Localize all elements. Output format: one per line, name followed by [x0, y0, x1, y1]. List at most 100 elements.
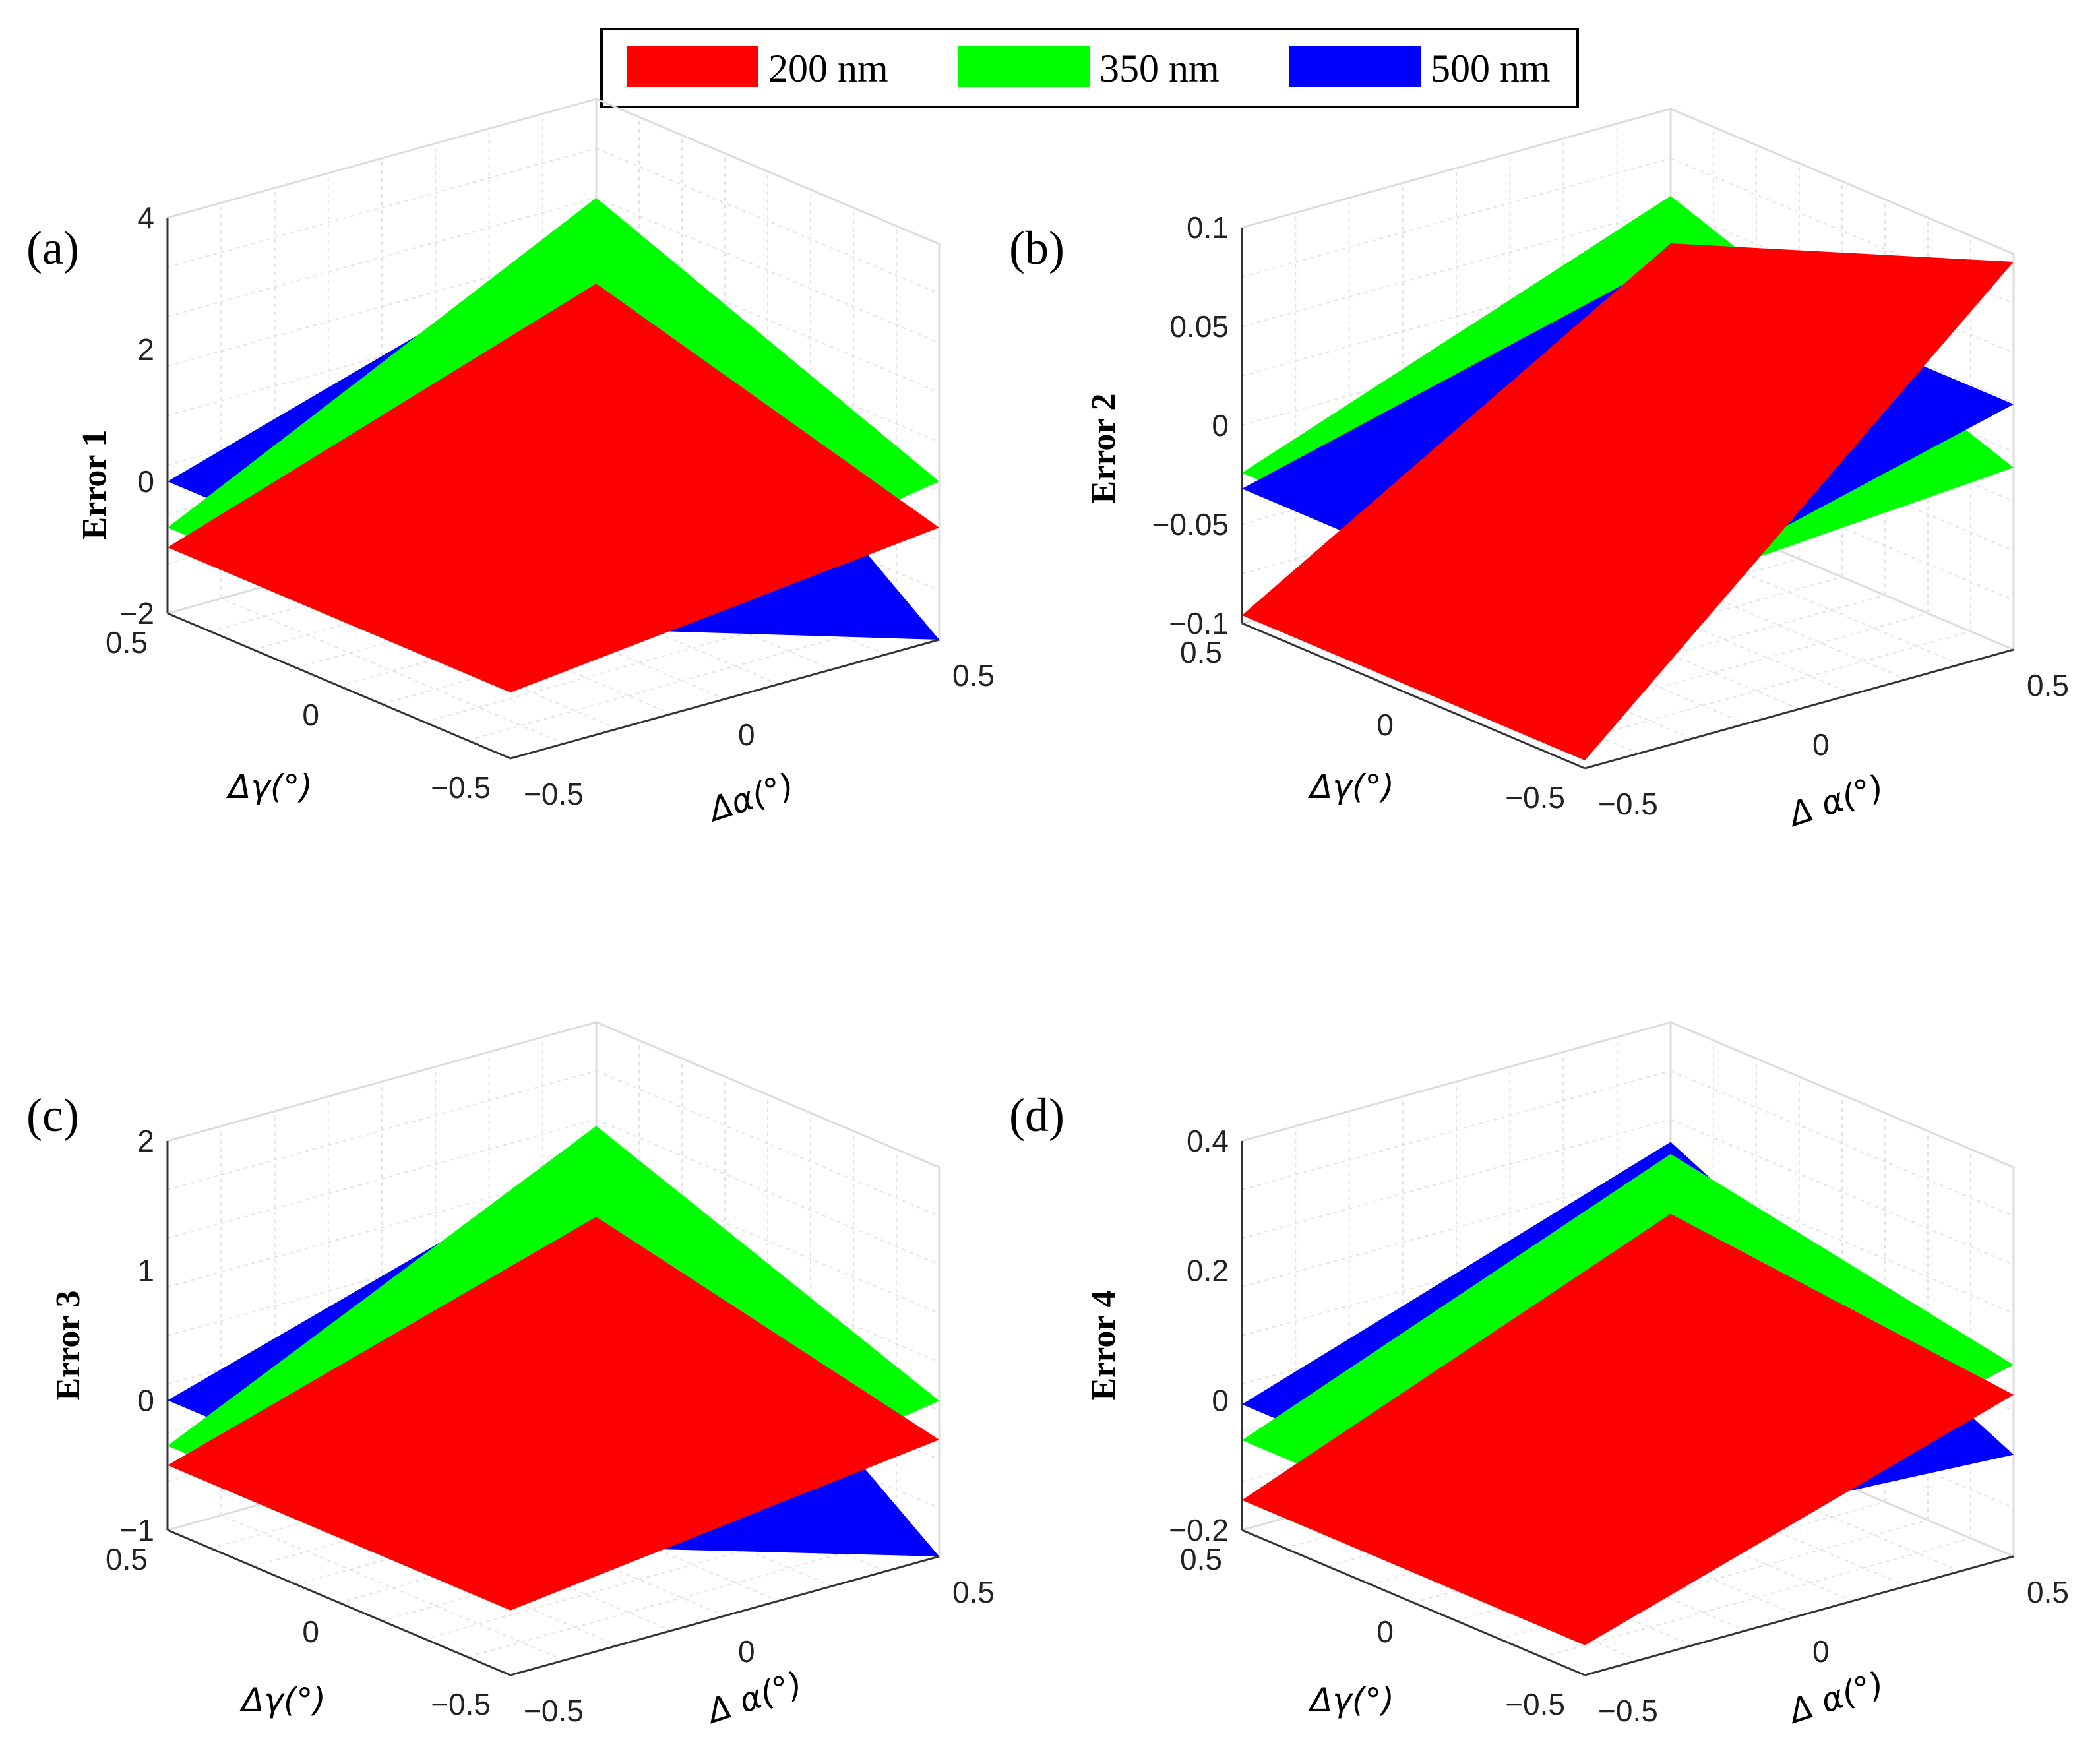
grid-line	[167, 1167, 597, 1288]
z-tick-label: −2	[120, 596, 154, 630]
grid-line	[167, 1119, 597, 1239]
panel-c-label: (c)	[26, 1089, 79, 1142]
z-tick-label: 2	[137, 332, 154, 367]
gamma-tick-label: −0.5	[431, 770, 491, 805]
grid-line	[1670, 1362, 2014, 1509]
panel-a-ylabel: Δγ(°)	[226, 768, 313, 806]
panel-d-xlabel: Δ α(°)	[1782, 1665, 1889, 1732]
panel-c-zlabel: Error 3	[49, 1290, 87, 1400]
surface-200nm	[1242, 1213, 2014, 1645]
surface-200nm	[1242, 243, 2014, 760]
gamma-tick-label: 0	[1376, 708, 1394, 742]
gamma-tick-label: 0.5	[106, 1542, 148, 1576]
panel-b-surfaces	[1242, 196, 2014, 760]
legend-swatch-500nm	[1289, 46, 1421, 87]
panel-d-ticks: 0.40.20−0.20.50−0.5 −0.500.5	[1169, 1124, 2069, 1728]
z-tick-label: 0	[137, 464, 154, 499]
grid-line	[467, 621, 897, 741]
z-tick-label: −0.1	[1169, 606, 1229, 640]
gamma-tick-label: −0.5	[1505, 780, 1565, 814]
grid-line	[167, 1070, 597, 1190]
grid-line	[1670, 405, 2014, 551]
alpha-tick-label: 0	[738, 718, 755, 752]
grid-line	[596, 1216, 940, 1363]
grid-line	[1541, 1537, 1971, 1658]
surface-200nm	[168, 284, 939, 692]
grid-line	[1670, 1119, 2014, 1266]
alpha-tick-label: −0.5	[524, 1694, 584, 1728]
grid-line	[1670, 207, 2014, 353]
gamma-tick-label: −0.5	[1505, 1687, 1565, 1721]
z-tick-label: 0.05	[1169, 309, 1229, 344]
grid-line	[596, 1362, 940, 1509]
grid-line	[167, 148, 597, 268]
alpha-tick-label: 0.5	[952, 1575, 995, 1609]
gamma-tick-label: 0	[302, 1614, 319, 1649]
grid-line	[220, 598, 565, 745]
grid-line	[1541, 630, 1971, 751]
gamma-tick-label: 0.5	[1180, 635, 1222, 669]
grid-line	[467, 1537, 897, 1658]
alpha-axis-line	[1584, 648, 2014, 770]
grid-line	[1241, 1070, 1671, 1190]
grid-line	[424, 1520, 854, 1640]
grid-line	[1241, 158, 1671, 278]
alpha-tick-label: 0.5	[2027, 1575, 2069, 1609]
z-tick-label: 2	[137, 1124, 154, 1158]
gamma-tick-label: 0	[1376, 1614, 1394, 1649]
z-tick-label: 0.1	[1187, 210, 1229, 245]
gamma-tick-label: 0	[302, 698, 319, 732]
alpha-tick-label: −0.5	[1598, 787, 1658, 821]
grid-line	[424, 603, 854, 723]
gamma-axis-line	[1241, 622, 1586, 770]
grid-line	[1670, 454, 2014, 601]
grid-line	[596, 445, 940, 591]
z-tick-label: −0.2	[1169, 1513, 1229, 1547]
panel-b-ticks: 0.10.050−0.05−0.10.50−0.5 −0.500.5	[1152, 210, 2069, 821]
grid-line	[596, 1119, 940, 1266]
alpha-tick-label: 0	[1812, 1634, 1830, 1669]
z-tick-label: 0.4	[1187, 1124, 1229, 1158]
alpha-axis-line	[510, 638, 940, 760]
grid-line	[596, 148, 940, 294]
gamma-tick-label: 0.5	[1180, 1542, 1222, 1576]
grid-line	[596, 1070, 940, 1217]
panel-a-ticks: 420−20.50−0.5 −0.500.5	[106, 200, 995, 811]
grid-line	[167, 197, 597, 317]
grid-line	[1670, 1070, 2014, 1217]
panel-a: 420−20.50−0.5 −0.500.5 (a) Error 1 Δγ(°) …	[26, 97, 995, 830]
panel-c: 210−10.50−0.5 −0.500.5 (c) Error 3 Δγ(°) …	[26, 1020, 995, 1731]
panel-d-zlabel: Error 4	[1085, 1290, 1123, 1400]
alpha-tick-label: −0.5	[524, 777, 584, 811]
legend-swatch-200nm	[627, 46, 758, 87]
z-tick-label: 0	[137, 1383, 154, 1417]
panel-b-zlabel: Error 2	[1085, 393, 1123, 503]
alpha-tick-label: 0.5	[952, 658, 995, 692]
z-tick-label: 0	[1212, 1383, 1229, 1417]
legend-label-350nm: 350 nm	[1099, 47, 1220, 90]
panel-b: 0.10.050−0.05−0.10.50−0.5 −0.500.5 (b) Er…	[1009, 107, 2069, 834]
grid-line	[167, 247, 597, 367]
surface-200nm	[168, 1217, 939, 1611]
grid-line	[1241, 207, 1671, 327]
z-tick-label: 0	[1212, 408, 1229, 443]
panel-d-ylabel: Δγ(°)	[1307, 1681, 1394, 1719]
grid-line	[1241, 257, 1671, 377]
alpha-tick-label: 0	[738, 1634, 755, 1669]
alpha-tick-label: 0	[1812, 727, 1830, 762]
gamma-tick-label: 0.5	[106, 625, 148, 660]
gamma-tick-label: −0.5	[431, 1687, 491, 1721]
grid-line	[596, 197, 940, 344]
panel-a-surfaces	[168, 198, 939, 692]
legend-label-500nm: 500 nm	[1431, 47, 1551, 90]
grid-line	[220, 1514, 565, 1661]
panel-a-xlabel: Δα(°)	[702, 766, 799, 830]
gamma-axis-line	[1241, 1529, 1586, 1676]
panel-b-label: (b)	[1009, 222, 1065, 274]
grid-line	[1670, 257, 2014, 403]
grid-line	[596, 1167, 940, 1314]
z-tick-label: −0.05	[1152, 507, 1229, 541]
panel-c-ticks: 210−10.50−0.5 −0.500.5	[106, 1124, 995, 1728]
gamma-axis-line	[167, 1529, 511, 1676]
z-tick-label: −1	[120, 1513, 154, 1547]
